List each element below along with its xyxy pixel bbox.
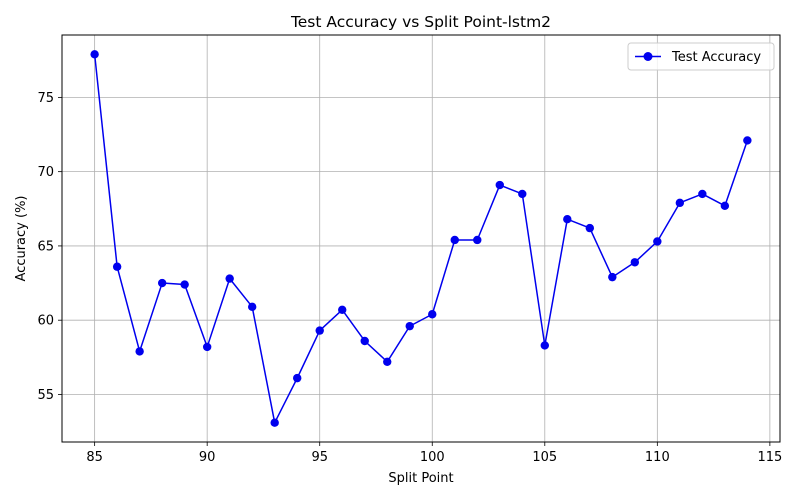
data-point (518, 189, 527, 199)
data-point (383, 357, 392, 366)
series-line (93, 54, 749, 424)
data-point (720, 201, 730, 211)
data-point (608, 272, 617, 282)
data-point (743, 136, 752, 145)
x-tick-label: 110 (645, 450, 670, 465)
data-point (338, 305, 347, 314)
data-point (270, 418, 279, 427)
y-axis-label: Accuracy (%) (14, 196, 29, 282)
y-tick-label: 60 (37, 314, 54, 329)
data-point (405, 321, 414, 331)
data-point (630, 258, 640, 267)
x-tick-label: 100 (420, 450, 445, 465)
legend-box (627, 42, 775, 71)
legend: Test Accuracy (627, 42, 775, 71)
data-point (698, 189, 707, 199)
legend-label: Test Accuracy (671, 50, 761, 65)
data-point (90, 50, 99, 59)
chart-title: Test Accuracy vs Split Point-lstm2 (290, 13, 551, 31)
data-point (428, 310, 437, 319)
y-tick-label: 70 (37, 165, 54, 180)
data-point (473, 235, 482, 245)
data-point (585, 223, 595, 233)
data-point (247, 302, 257, 312)
legend-marker (643, 52, 653, 61)
x-tick-label: 95 (311, 450, 328, 465)
y-tick-label: 55 (37, 388, 54, 403)
data-point (180, 280, 189, 289)
series-layer (90, 50, 752, 427)
data-point (653, 237, 662, 246)
data-point (495, 180, 504, 190)
x-axis-label: Split Point (388, 471, 453, 486)
data-point (540, 341, 549, 350)
x-tick-label: 105 (532, 450, 557, 465)
data-point (315, 326, 324, 335)
x-tick-label: 90 (199, 450, 216, 465)
data-point (450, 235, 459, 245)
y-tick-label: 75 (37, 91, 54, 106)
data-point (135, 347, 144, 356)
data-point (675, 198, 685, 208)
data-point (112, 262, 122, 271)
plot-frame (61, 34, 781, 443)
x-tick-label: 85 (86, 450, 103, 465)
data-point (157, 278, 167, 288)
x-tick-label: 115 (757, 450, 782, 465)
data-point (360, 336, 369, 346)
data-point (225, 274, 234, 283)
y-tick-label: 65 (37, 239, 54, 254)
data-point (563, 214, 572, 224)
data-point (293, 373, 302, 383)
ticks: 85 90 95 100 105 110 115 55 60 65 70 75 (37, 91, 782, 465)
data-point (202, 342, 212, 352)
